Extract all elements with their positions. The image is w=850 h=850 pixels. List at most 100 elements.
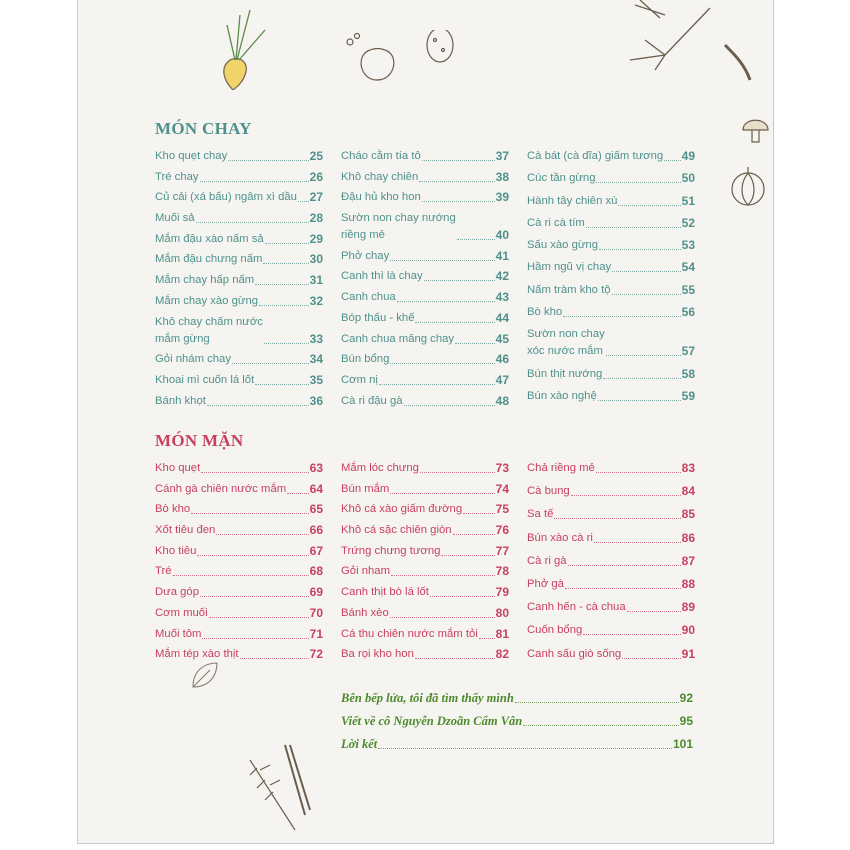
toc-entry[interactable]: Sườn non chay nướng riềng mẻ 40: [341, 210, 509, 244]
page-number: 27: [309, 190, 323, 205]
toc-entry[interactable]: Bún thịt nướng 58: [527, 366, 695, 383]
toc-entry[interactable]: Sa tế 85: [527, 506, 695, 523]
toc-entry[interactable]: Đậu hủ kho hon 39: [341, 189, 509, 206]
toc-entry[interactable]: Kho quẹt 63: [155, 460, 323, 477]
toc-entry[interactable]: Mắm tép xào thịt 72: [155, 646, 323, 663]
toc-entry[interactable]: Viết về cô Nguyễn Dzoãn Cẩm Vân 95: [341, 712, 693, 730]
toc-entry[interactable]: Sườn non chay xóc nước mắm 57: [527, 326, 695, 360]
toc-entry[interactable]: Bánh xèo 80: [341, 605, 509, 622]
toc-entry[interactable]: Cà ri cà tím 52: [527, 215, 695, 232]
toc-entry[interactable]: Nấm tràm kho tộ 55: [527, 282, 695, 299]
entry-title: Phở gà: [527, 577, 564, 590]
toc-entry[interactable]: Phở chay 41: [341, 248, 509, 265]
toc-entry[interactable]: Cơm muối 70: [155, 605, 323, 622]
toc-entry[interactable]: Trứng chưng tương 77: [341, 543, 509, 560]
toc-entry[interactable]: Bò kho 65: [155, 501, 323, 518]
toc-entry[interactable]: Bò kho 56: [527, 304, 695, 321]
toc-entry[interactable]: Khô cá xào giấm đường 75: [341, 501, 509, 518]
toc-entry[interactable]: Bánh khọt 36: [155, 393, 323, 410]
toc-entry[interactable]: Cà bát (cà dĩa) giấm tương 49: [527, 148, 695, 165]
toc-entry[interactable]: Kho quẹt chay 25: [155, 148, 323, 165]
toc-entry[interactable]: Bún xào cà ri 86: [527, 530, 695, 547]
toc-entry[interactable]: Canh chua 43: [341, 289, 509, 306]
toc-entry[interactable]: Cà bung 84: [527, 483, 695, 500]
dot-leader: [202, 637, 309, 639]
section-heading-man: MÓN MẶN: [155, 431, 244, 450]
page-number: 92: [679, 691, 693, 705]
toc-column: Cà bát (cà dĩa) giấm tương 49 Cúc tần gừng…: [527, 148, 695, 410]
toc-entry[interactable]: Kho tiêu 67: [155, 543, 323, 560]
toc-entry[interactable]: Tré chay 26: [155, 169, 323, 186]
entry-title: Hầm ngũ vị chay: [527, 261, 612, 274]
page-number: 77: [495, 543, 509, 558]
dot-leader: [297, 201, 309, 203]
toc-entry[interactable]: Khô chay chấm nước mắm gừng 33: [155, 314, 323, 348]
entry-title: Muối tôm: [155, 627, 202, 640]
dot-leader: [415, 321, 495, 323]
toc-entry[interactable]: Bún xào nghệ 59: [527, 388, 695, 405]
entry-title: Phở chay: [341, 249, 390, 262]
page-number: 52: [681, 215, 695, 230]
page-number: 91: [681, 646, 695, 661]
toc-entry[interactable]: Hầm ngũ vị chay 54: [527, 259, 695, 276]
toc-entry[interactable]: Chả riềng mẻ 83: [527, 460, 695, 477]
toc-entry[interactable]: Gỏi nham 78: [341, 563, 509, 580]
toc-entry[interactable]: Bên bếp lửa, tôi đã tìm thấy mình 92: [341, 689, 693, 707]
toc-entry[interactable]: Gỏi nhám chay 34: [155, 351, 323, 368]
page-number: 40: [495, 228, 509, 243]
vegetable-doodle-icon: [345, 30, 475, 90]
toc-entry[interactable]: Phở gà 88: [527, 576, 695, 593]
toc-entry[interactable]: Muối tôm 71: [155, 626, 323, 643]
toc-entry[interactable]: Hành tây chiên xù 51: [527, 193, 695, 210]
entry-title: Sấu xào gừng: [527, 239, 599, 252]
toc-entry[interactable]: Canh hến - cà chua 89: [527, 599, 695, 616]
dot-leader: [403, 404, 495, 406]
toc-entry[interactable]: Mắm chay xào gừng 32: [155, 293, 323, 310]
toc-entry[interactable]: Cúc tần gừng 50: [527, 170, 695, 187]
toc-entry[interactable]: Xốt tiêu đen 66: [155, 522, 323, 539]
page-number: 36: [309, 393, 323, 408]
toc-entry[interactable]: Mắm lóc chưng 73: [341, 460, 509, 477]
toc-entry[interactable]: Cà ri gà 87: [527, 553, 695, 570]
toc-entry[interactable]: Bún mắm 74: [341, 481, 509, 498]
toc-entry[interactable]: Canh sấu giò sống 91: [527, 646, 695, 663]
entry-title: Canh thịt bò lá lốt: [341, 586, 429, 599]
dot-leader: [199, 180, 309, 182]
toc-entry[interactable]: Muối sả 28: [155, 210, 323, 227]
toc-entry[interactable]: Canh chua măng chay 45: [341, 331, 509, 348]
entry-title: Mắm đậu chưng nấm: [155, 253, 263, 266]
toc-entry[interactable]: Cuốn bổng 90: [527, 622, 695, 639]
page-number: 25: [309, 149, 323, 163]
toc-entry[interactable]: Bóp thấu - khế 44: [341, 310, 509, 327]
toc-entry[interactable]: Mắm chay hấp nấm 31: [155, 272, 323, 289]
toc-entry[interactable]: Khô chay chiên 38: [341, 169, 509, 186]
toc-entry[interactable]: Khoai mì cuốn lá lốt 35: [155, 372, 323, 389]
dot-leader: [239, 658, 309, 660]
page-number: 59: [681, 388, 695, 403]
mushroom-doodle-icon: [738, 112, 773, 147]
toc-entry[interactable]: Tré 68: [155, 563, 323, 580]
toc-entry[interactable]: Cơm nị 47: [341, 372, 509, 389]
toc-entry[interactable]: Ba rọi kho hon 82: [341, 646, 509, 663]
page-number: 69: [309, 585, 323, 600]
toc-entry[interactable]: Mắm đậu chưng nấm 30: [155, 251, 323, 268]
toc-entry[interactable]: Sấu xào gừng 53: [527, 237, 695, 254]
toc-entry[interactable]: Cà ri đậu gà 48: [341, 393, 509, 410]
toc-entry[interactable]: Lời kết 101: [341, 735, 693, 753]
entry-title: Tré: [155, 565, 172, 578]
page-number: 64: [309, 481, 323, 496]
toc-entry[interactable]: Khô cá sặc chiên giòn 76: [341, 522, 509, 539]
toc-entry[interactable]: Canh thì là chay 42: [341, 268, 509, 285]
page-number: 57: [681, 344, 695, 359]
entry-title: Mắm chay hấp nấm: [155, 274, 255, 287]
toc-entry[interactable]: Mắm đậu xào nấm sả 29: [155, 231, 323, 248]
dot-leader: [216, 534, 309, 536]
toc-entry[interactable]: Cá thu chiên nước mắm tỏi 81: [341, 626, 509, 643]
toc-entry[interactable]: Bún bổng 46: [341, 351, 509, 368]
page-number: 38: [495, 169, 509, 184]
toc-entry[interactable]: Cháo cằm tía tô 37: [341, 148, 509, 165]
toc-entry[interactable]: Củ cải (xá bấu) ngâm xì dầu 27: [155, 189, 323, 206]
toc-entry[interactable]: Dưa góp 69: [155, 584, 323, 601]
toc-entry[interactable]: Cánh gà chiên nước mắm 64: [155, 481, 323, 498]
toc-entry[interactable]: Canh thịt bò lá lốt 79: [341, 584, 509, 601]
